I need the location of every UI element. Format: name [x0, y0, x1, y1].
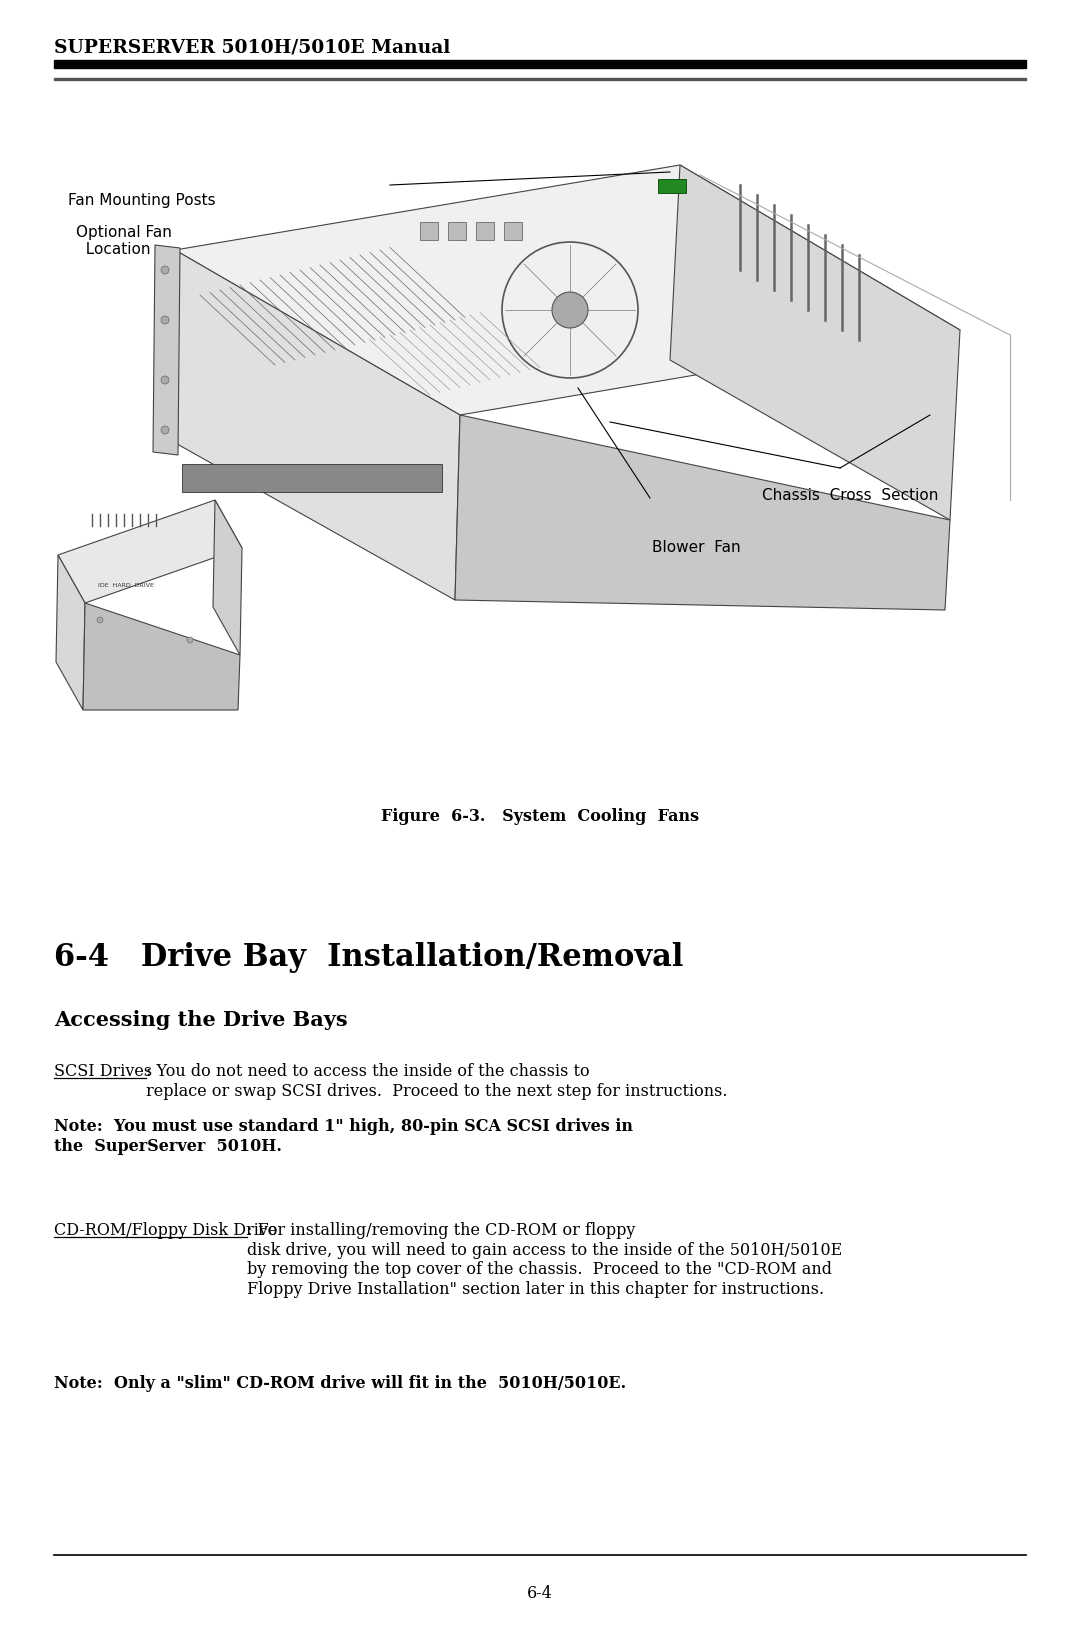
Text: SCSI Drives: SCSI Drives: [54, 1063, 152, 1079]
Text: 6-4   Drive Bay  Installation/Removal: 6-4 Drive Bay Installation/Removal: [54, 943, 684, 972]
Polygon shape: [175, 165, 960, 415]
Circle shape: [187, 638, 193, 643]
Polygon shape: [56, 555, 85, 710]
Text: : You do not need to access the inside of the chassis to
replace or swap SCSI dr: : You do not need to access the inside o…: [146, 1063, 728, 1099]
Bar: [54, 77, 1026, 81]
Circle shape: [161, 316, 168, 325]
Polygon shape: [58, 499, 242, 603]
Text: Fan Mounting Posts: Fan Mounting Posts: [68, 193, 216, 208]
Bar: [54, 59, 1026, 68]
Bar: [420, 222, 438, 241]
Text: Figure  6-3.   System  Cooling  Fans: Figure 6-3. System Cooling Fans: [381, 808, 699, 826]
Circle shape: [161, 425, 168, 433]
Polygon shape: [213, 499, 242, 654]
Text: Note:  Only a "slim" CD-ROM drive will fit in the  5010H/5010E.: Note: Only a "slim" CD-ROM drive will fi…: [54, 1374, 626, 1393]
Text: : For installing/removing the CD-ROM or floppy
disk drive, you will need to gain: : For installing/removing the CD-ROM or …: [247, 1223, 842, 1299]
Text: IDE  HARD  DRIVE: IDE HARD DRIVE: [98, 583, 153, 588]
Text: 6-4: 6-4: [527, 1585, 553, 1602]
Bar: [448, 222, 465, 241]
Bar: [476, 222, 494, 241]
Polygon shape: [455, 415, 950, 610]
Circle shape: [161, 265, 168, 274]
Bar: [504, 222, 522, 241]
Text: Optional Fan
  Location: Optional Fan Location: [76, 226, 172, 257]
Text: Note:  You must use standard 1" high, 80-pin SCA SCSI drives in
the  SuperServer: Note: You must use standard 1" high, 80-…: [54, 1117, 633, 1155]
Text: Chassis  Cross  Section: Chassis Cross Section: [762, 488, 939, 503]
Polygon shape: [153, 246, 180, 455]
Text: Accessing the Drive Bays: Accessing the Drive Bays: [54, 1010, 348, 1030]
Text: SUPERSERVER 5010H/5010E Manual: SUPERSERVER 5010H/5010E Manual: [54, 38, 450, 56]
Bar: [658, 180, 686, 193]
Circle shape: [97, 616, 103, 623]
Polygon shape: [83, 603, 240, 710]
Bar: [183, 465, 442, 493]
Polygon shape: [170, 250, 460, 600]
Polygon shape: [670, 165, 960, 521]
Circle shape: [161, 376, 168, 384]
Text: CD-ROM/Floppy Disk Drive: CD-ROM/Floppy Disk Drive: [54, 1223, 278, 1239]
Text: Blower  Fan: Blower Fan: [652, 541, 741, 555]
Circle shape: [552, 292, 588, 328]
